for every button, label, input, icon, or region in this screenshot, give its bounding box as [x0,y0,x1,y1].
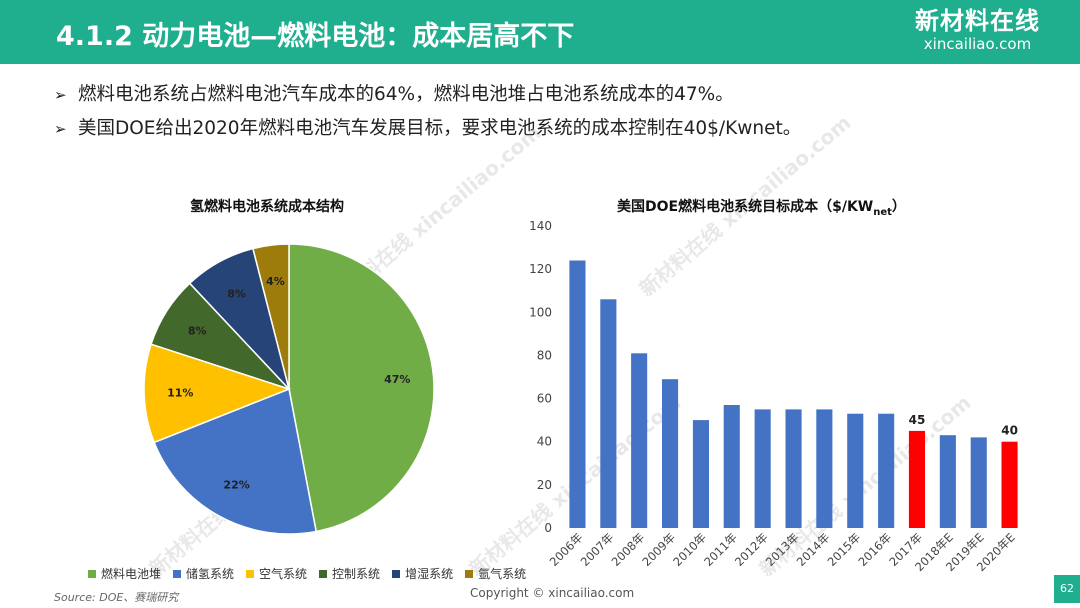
source-note: Source: DOE、赛瑞研究 [54,591,179,604]
x-tick-label: 2008年 [609,530,648,569]
bar [908,430,925,528]
legend-item: 燃料电池堆 [88,565,161,582]
legend-swatch [246,569,255,578]
legend-item: 控制系统 [319,565,380,582]
x-tick-label: 2006年 [547,530,586,569]
legend-item: 空气系统 [246,565,307,582]
x-tick-label: 2011年 [701,530,740,569]
legend-swatch [392,569,401,578]
legend-swatch [319,569,328,578]
bar [878,413,895,528]
pie-slice [252,243,290,390]
bar-chart-title: 美国DOE燃料电池系统目标成本（$/KWnet） [617,199,906,218]
bar [754,409,771,528]
pie-data-label: 8% [188,325,207,338]
arrow-bullet-icon: ➢ [54,120,67,138]
bar [723,405,740,528]
y-tick-label: 20 [537,478,552,492]
pie-data-label: 4% [266,275,285,288]
legend-item: 增湿系统 [392,565,453,582]
bar [600,299,617,528]
bullet-list: ➢ 燃料电池系统占燃料电池汽车成本的64%，燃料电池堆占电池系统成本的47%。 ➢… [54,78,801,146]
bar [1001,441,1018,528]
legend-label: 氩气系统 [478,567,527,581]
x-tick-label: 2009年 [639,530,678,569]
pie-slice [143,343,292,444]
legend-swatch [465,569,474,578]
copyright-text: Copyright © xincailiao.com [470,586,635,600]
x-tick-label: 2014年 [794,530,833,569]
legend-item: 氩气系统 [465,565,526,582]
bar [939,435,956,528]
pie-chart: 47% 22% 11% 8% 8% 4% [143,243,435,535]
bullet-item: ➢ 燃料电池系统占燃料电池汽车成本的64%，燃料电池堆占电池系统成本的47%。 [54,78,801,112]
legend-label: 燃料电池堆 [101,567,162,581]
bullet-item: ➢ 美国DOE给出2020年燃料电池汽车发展目标，要求电池系统的成本控制在40$/… [54,112,801,146]
y-tick-label: 40 [537,435,552,449]
y-tick-label: 120 [529,262,552,276]
legend-swatch [88,569,96,578]
y-tick-label: 80 [537,348,552,362]
bar-data-label: 40 [1001,424,1018,438]
x-tick-label: 2010年 [670,530,709,569]
pie-data-label: 11% [167,386,193,399]
x-tick-label: 2007年 [578,530,617,569]
arrow-bullet-icon: ➢ [54,86,67,104]
bar [692,420,709,528]
bar [631,353,648,528]
y-tick-label: 140 [529,219,552,233]
pie-legend: 燃料电池堆 储氢系统 空气系统 控制系统 增湿系统 氩气系统 [88,565,526,582]
page-title: 4.1.2 动力电池—燃料电池：成本居高不下 [56,21,575,52]
y-tick-label: 100 [529,305,552,319]
bar-chart: 0204060801001201402006年2007年2008年2009年20… [529,219,1018,574]
bar [970,437,987,528]
page-number: 62 [1054,575,1080,603]
pie-slice [288,243,435,533]
brand-logo: 新材料在线 xincailiao.com [915,6,1040,52]
logo-text-en: xincailiao.com [923,35,1032,53]
pie-slice [153,387,318,535]
legend-item: 储氢系统 [173,565,234,582]
bar-data-label: 45 [909,413,926,427]
pie-data-label: 8% [227,288,246,301]
legend-swatch [173,569,182,578]
pie-chart-title: 氢燃料电池系统成本结构 [190,199,344,215]
pie-data-label: 47% [384,373,410,386]
y-tick-label: 60 [537,392,552,406]
legend-label: 空气系统 [259,567,308,581]
x-tick-label: 2012年 [732,530,771,569]
x-tick-label: 2015年 [825,530,864,569]
legend-label: 控制系统 [332,567,381,581]
bar [662,379,679,528]
bar [569,260,586,528]
legend-label: 储氢系统 [186,567,235,581]
x-tick-label: 2016年 [855,530,894,569]
header-bar: 4.1.2 动力电池—燃料电池：成本居高不下 新材料在线 xincailiao.… [0,0,1080,64]
y-tick-label: 0 [544,521,552,535]
bar [785,409,802,528]
bar [816,409,833,528]
pie-data-label: 22% [223,478,249,491]
bar [847,413,864,528]
x-tick-label: 2013年 [763,530,802,569]
logo-text-cn: 新材料在线 [915,7,1040,35]
legend-label: 增湿系统 [405,567,454,581]
